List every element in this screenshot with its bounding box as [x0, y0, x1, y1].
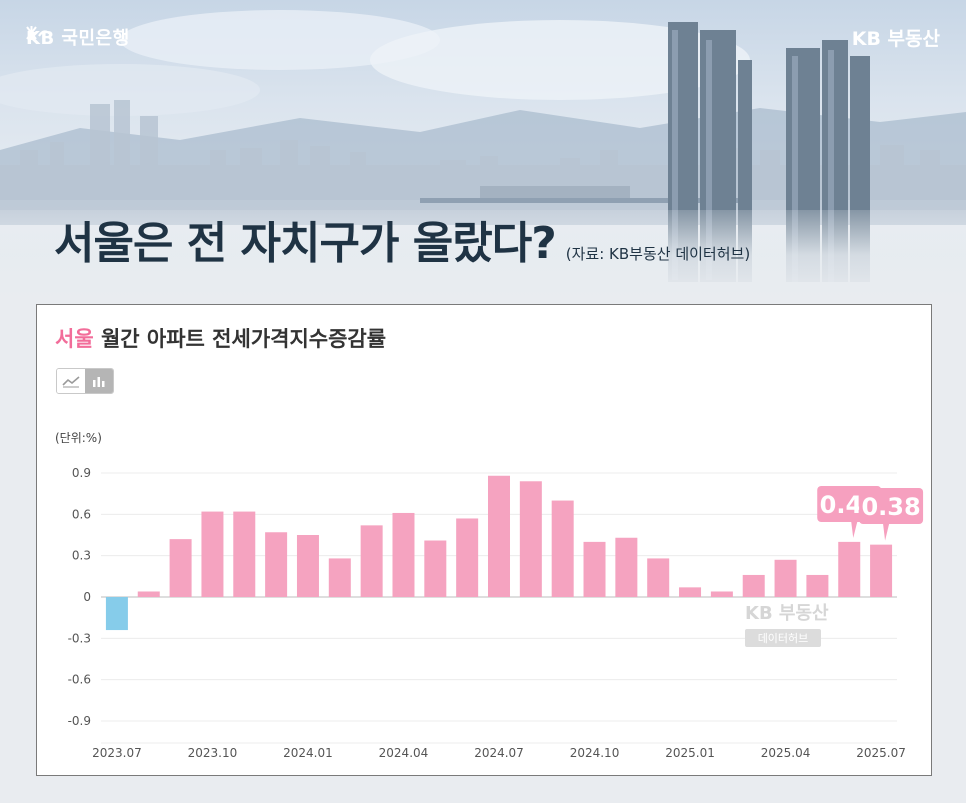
bar-2024.04: [392, 512, 415, 597]
x-tick-label: 2025.07: [856, 746, 906, 760]
x-tick-label: 2023.07: [92, 746, 142, 760]
callout-pointer: [851, 522, 858, 538]
header-banner: KB 국민은행 KB 부동산 서울은 전 자치구가 올랐다? (자료: KB부동…: [0, 0, 966, 300]
bar-2024.09: [551, 500, 574, 597]
bar-2024.10: [583, 541, 606, 597]
bar-2025.01: [679, 587, 702, 597]
x-tick-label: 2025.01: [665, 746, 715, 760]
bar-2024.05: [424, 540, 447, 597]
source-note: (자료: KB부동산 데이터허브): [565, 245, 751, 263]
x-tick-label: 2024.04: [379, 746, 429, 760]
chart-type-toggle[interactable]: [56, 368, 114, 394]
callout-pointer: [883, 524, 890, 541]
y-tick-label: 0.3: [72, 549, 91, 563]
bar-2023.12: [265, 532, 288, 597]
y-tick-label: -0.9: [68, 714, 91, 728]
bar-2024.06: [456, 518, 479, 597]
watermark-sub: 데이터허브: [758, 632, 809, 645]
unit-label: (단위:%): [55, 431, 102, 445]
x-tick-label: 2024.10: [570, 746, 620, 760]
bar-2025.05: [806, 574, 829, 597]
y-tick-label: 0: [83, 590, 91, 604]
line-chart-icon: [62, 376, 80, 388]
chart-title-text: 월간 아파트 전세가격지수증감률: [93, 327, 387, 351]
bar-2023.10: [201, 511, 224, 597]
chart-card: 서울 월간 아파트 전세가격지수증감률 (단위:%) 0.9 0.6 0.3 0 -0.…: [36, 304, 932, 776]
bar-chart-button[interactable]: [85, 369, 113, 393]
y-tick-label: -0.3: [68, 631, 91, 645]
kb-bank-logo-text: KB 국민은행: [26, 28, 130, 49]
bar-chart-icon: [93, 377, 105, 387]
page-title: 서울은 전 자치구가 올랐다?: [54, 218, 557, 269]
x-tick-label: 2023.10: [188, 746, 238, 760]
bar-2025.02: [710, 591, 733, 597]
chart-title: 서울 월간 아파트 전세가격지수증감률: [55, 323, 386, 353]
line-chart-button[interactable]: [57, 369, 85, 393]
watermark: KB 부동산: [745, 603, 829, 624]
bar-2024.12: [647, 558, 670, 597]
bar-2024.11: [615, 537, 638, 597]
y-tick-label: 0.6: [72, 507, 91, 521]
bar-2024.02: [328, 558, 351, 597]
bar-2024.01: [296, 535, 319, 597]
callout-label: 0.38: [861, 493, 920, 521]
x-tick-label: 2024.07: [474, 746, 524, 760]
bar-2024.03: [360, 525, 383, 597]
x-tick-label: 2025.04: [761, 746, 811, 760]
chart-title-region: 서울: [55, 327, 94, 351]
y-tick-label: 0.9: [72, 466, 91, 480]
y-tick-label: -0.6: [68, 673, 91, 687]
bar-2023.11: [233, 511, 256, 597]
bar-2023.07: [105, 597, 128, 631]
headline: 서울은 전 자치구가 올랐다? (자료: KB부동산 데이터허브): [54, 222, 750, 266]
bar-2025.03: [742, 574, 765, 597]
bar-2023.09: [169, 539, 192, 597]
bar-2025.04: [774, 559, 797, 597]
bar-2025.07: [870, 544, 893, 597]
bar-2025.06: [838, 541, 861, 597]
bar-2024.08: [519, 481, 542, 597]
x-tick-label: 2024.01: [283, 746, 333, 760]
callout-box: [859, 488, 924, 524]
watermark-badge: [745, 629, 821, 647]
kb-realestate-logo: KB 부동산: [851, 28, 940, 50]
kb-bank-logo: KB 국민은행: [26, 24, 130, 50]
bar-2023.08: [137, 591, 160, 597]
city-skyline-image: [0, 10, 966, 300]
bar-2024.07: [488, 475, 510, 597]
kb-star-icon: [26, 26, 51, 40]
